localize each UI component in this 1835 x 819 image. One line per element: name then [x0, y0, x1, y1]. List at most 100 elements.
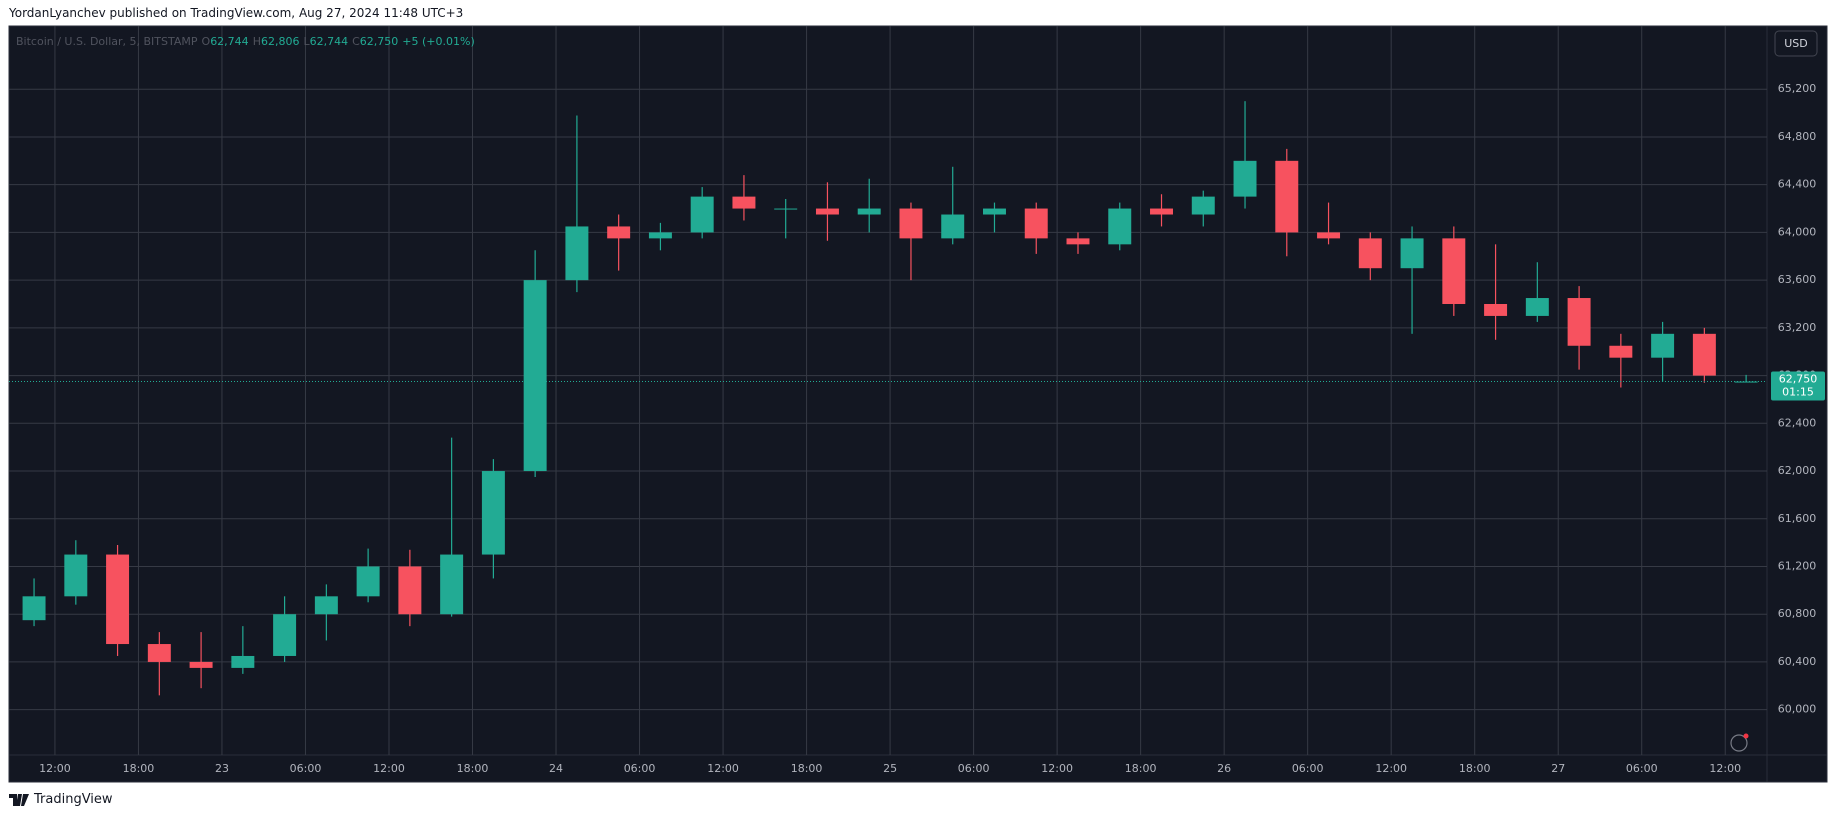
candle-body: [398, 566, 422, 615]
chart-background: [8, 25, 1828, 783]
candle-body: [648, 232, 672, 239]
chart: USD 60,000 60,400 60,800 61,200 61,600 62,000…: [8, 25, 1828, 783]
candle-body: [273, 614, 297, 656]
x-tick-label: 12:00: [373, 762, 405, 775]
y-tick-label: 64,400: [1778, 178, 1817, 191]
y-tick-label: 64,000: [1778, 225, 1817, 238]
candle-body: [189, 661, 213, 668]
candle-body: [774, 208, 798, 210]
x-tick-label: 12:00: [1709, 762, 1741, 775]
ohlc-value: 62,750: [359, 35, 399, 48]
x-tick-label: 06:00: [1626, 762, 1658, 775]
ohlc-key: O: [201, 35, 211, 48]
footer: TradingView: [9, 792, 113, 807]
y-tick-label: 62,400: [1778, 416, 1817, 429]
x-tick-label: 26: [1217, 762, 1231, 775]
candle-body: [523, 280, 547, 472]
candle-body: [481, 471, 505, 555]
candle-body: [565, 226, 589, 281]
candle-body: [1692, 333, 1716, 376]
candle-body: [231, 655, 255, 668]
x-tick-label: 18:00: [123, 762, 155, 775]
candle-body: [1317, 232, 1341, 239]
alert-dot: [1743, 733, 1749, 739]
candle-body: [147, 644, 171, 662]
candle-body: [607, 226, 631, 239]
y-tick-label: 60,800: [1778, 607, 1817, 620]
candle-body: [690, 196, 714, 233]
brand: TradingView: [34, 792, 113, 807]
y-tick-label: 65,200: [1778, 82, 1817, 95]
x-tick-label: 24: [549, 762, 563, 775]
ohlc-key: L: [303, 35, 310, 48]
x-tick-label: 18:00: [791, 762, 823, 775]
candle-body: [314, 596, 338, 615]
ohlc-value: 62,744: [309, 35, 349, 48]
x-tick-label: 06:00: [624, 762, 656, 775]
change: +5 (+0.01%): [402, 35, 475, 48]
last-price-label: 62,750: [1779, 373, 1818, 386]
candle-body: [1024, 208, 1048, 239]
candle-body: [857, 208, 881, 215]
candle-body: [1400, 238, 1424, 269]
x-tick-label: 27: [1551, 762, 1565, 775]
candle-body: [356, 566, 380, 597]
grid: [9, 26, 1767, 755]
x-tick-label: 18:00: [457, 762, 489, 775]
candle-body: [982, 208, 1006, 215]
x-tick-label: 23: [215, 762, 229, 775]
candle-body: [440, 554, 464, 615]
candle-body: [106, 554, 130, 645]
x-tick-label: 25: [883, 762, 897, 775]
candle-body: [1066, 238, 1090, 245]
y-tick-label: 61,600: [1778, 512, 1817, 525]
x-tick-label: 12:00: [1375, 762, 1407, 775]
candle-body: [941, 214, 965, 239]
ohlc-value: 62,806: [260, 35, 300, 48]
x-tick-label: 12:00: [707, 762, 739, 775]
ohlc-value: 62,744: [210, 35, 249, 48]
candle-body: [1525, 298, 1549, 316]
candle-body: [1150, 208, 1173, 215]
y-tick-label: 63,200: [1778, 321, 1817, 334]
candle-body: [815, 208, 839, 215]
alert-icon[interactable]: [1730, 734, 1748, 752]
legend: Bitcoin / U.S. Dollar, 5, BITSTAMP O62,74…: [16, 35, 475, 48]
x-tick-label: 18:00: [1459, 762, 1491, 775]
candle-body: [1275, 160, 1299, 233]
candle-body: [1442, 238, 1466, 304]
candle-body: [1233, 160, 1257, 197]
y-tick-label: 64,800: [1778, 130, 1817, 143]
candle-body: [22, 596, 46, 621]
y-tick-label: 62,000: [1778, 464, 1817, 477]
x-tick-label: 12:00: [1041, 762, 1073, 775]
candle-body: [899, 208, 923, 239]
symbol: Bitcoin / U.S. Dollar, 5, BITSTAMP: [16, 35, 198, 48]
x-tick-label: 06:00: [958, 762, 990, 775]
last-price-badge: [1771, 371, 1825, 401]
logo: [9, 793, 29, 806]
countdown-label: 01:15: [1782, 386, 1814, 399]
y-tick-label: 60,000: [1778, 703, 1817, 716]
candle-body: [1567, 298, 1591, 346]
publish-info: YordanLyanchev published on TradingView.…: [9, 6, 464, 20]
candle-body: [1609, 345, 1633, 358]
y-tick-label: 61,200: [1778, 559, 1817, 572]
x-tick-label: 12:00: [39, 762, 71, 775]
candle-body: [1484, 303, 1508, 316]
y-tick-label: 63,600: [1778, 273, 1817, 286]
ohlc-key: C: [352, 35, 360, 48]
candle-body: [1651, 333, 1675, 358]
candle-body: [1358, 238, 1382, 269]
candle-body: [1108, 208, 1132, 245]
candle-body: [64, 554, 88, 597]
candle-body: [1191, 196, 1215, 215]
currency-button[interactable]: [1774, 30, 1818, 57]
x-tick-label: 06:00: [1292, 762, 1324, 775]
currency-label: USD: [1784, 37, 1808, 50]
x-tick-label: 06:00: [290, 762, 322, 775]
x-tick-label: 18:00: [1125, 762, 1157, 775]
y-tick-label: 60,400: [1778, 655, 1817, 668]
candle-body: [732, 196, 756, 209]
